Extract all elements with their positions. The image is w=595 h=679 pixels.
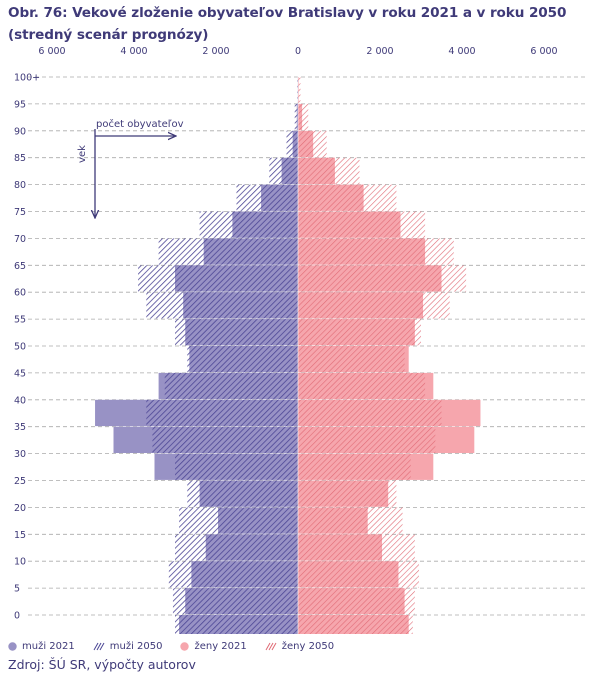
bar-women-2050	[298, 561, 419, 588]
bar-women-2050	[298, 507, 403, 534]
y-tick-label: 80	[14, 180, 26, 191]
legend-item-women-2050: ženy 2050	[265, 641, 334, 652]
bar-women-2050	[298, 77, 301, 104]
x-tick-label: 6 000	[530, 46, 557, 57]
y-tick-label: 50	[14, 342, 26, 353]
bar-men-2050	[294, 103, 298, 131]
legend-item-men-2050: muži 2050	[93, 640, 163, 652]
legend-item-women-2021: ženy 2021	[180, 640, 247, 652]
y-tick-label: 55	[14, 315, 26, 326]
bar-women-2050	[298, 130, 327, 158]
y-tick-label: 40	[14, 395, 26, 406]
bar-women-2050	[298, 453, 411, 480]
annotation-y-label: vek	[77, 145, 88, 163]
legend-swatch-men-2021	[8, 641, 17, 651]
y-tick-label: 75	[14, 207, 26, 218]
axis-labels: 6 000 4 000 2 000 0 2 000 4 000 6 000 100+ 95 90 8…	[14, 46, 558, 622]
y-tick-label: 65	[14, 261, 26, 272]
bar-women-2050	[298, 588, 415, 615]
bar-women-2050	[298, 184, 397, 211]
y-tick-label: 60	[14, 288, 26, 299]
y-tick-label: 30	[14, 449, 26, 460]
bar-men-2050	[199, 211, 298, 238]
legend-label-women-2021: ženy 2021	[194, 640, 247, 652]
bar-men-2050	[138, 265, 298, 292]
legend-item-men-2021: muži 2021	[8, 641, 75, 652]
bar-men-2050	[297, 77, 298, 104]
bar-women-2050	[298, 157, 360, 184]
bar-women-2050	[298, 346, 405, 373]
x-tick-label: 6 000	[38, 46, 65, 57]
bar-men-2050	[175, 319, 298, 346]
legend-swatch-women-2021	[180, 641, 190, 651]
bar-men-2050	[158, 238, 298, 265]
bar-women-2050	[298, 292, 450, 319]
bar-women-2050	[298, 319, 421, 346]
annotation-x-label: počet obyvateľov	[96, 118, 184, 130]
x-tick-label: 4 000	[448, 46, 475, 57]
x-tick-label: 2 000	[366, 46, 393, 57]
bar-women-2050	[298, 211, 426, 238]
y-tick-label: 100+	[14, 73, 40, 84]
legend-label-men-2050: muži 2050	[109, 640, 163, 652]
y-tick-label: 0	[14, 611, 20, 622]
legend-label-men-2021: muži 2021	[22, 640, 75, 652]
bar-men-2050	[172, 588, 298, 615]
y-tick-label: 45	[14, 368, 26, 379]
bar-men-2050	[175, 534, 298, 561]
bars	[95, 73, 481, 634]
bar-men-2050	[152, 426, 298, 453]
bar-men-2050	[168, 561, 298, 588]
source-note: Zdroj: ŠÚ SR, výpočty autorov	[8, 657, 196, 672]
y-tick-label: 20	[14, 503, 26, 514]
y-tick-label: 5	[14, 584, 20, 595]
legend-swatch-men-2050	[93, 642, 105, 650]
bar-men-2050	[179, 507, 298, 534]
bar-men-2050	[164, 372, 298, 400]
x-tick-label: 0	[295, 46, 301, 57]
bar-women-2050	[298, 615, 413, 634]
bar-women-2050	[298, 103, 309, 131]
bar-women-2050	[298, 426, 436, 453]
y-tick-label: 35	[14, 422, 26, 433]
y-tick-label: 95	[14, 99, 26, 110]
population-pyramid-chart: 6 000 4 000 2 000 0 2 000 4 000 6 000 100+ 95 90 8…	[14, 46, 585, 634]
bar-men-2050	[236, 184, 298, 211]
bar-women-2050	[298, 265, 467, 292]
bar-women-2050	[298, 238, 454, 265]
bar-men-2050	[175, 615, 298, 634]
y-tick-label: 25	[14, 476, 26, 487]
bar-women-2050	[298, 372, 426, 400]
y-tick-label: 85	[14, 153, 26, 164]
bar-men-2050	[175, 453, 298, 480]
bar-men-2050	[187, 346, 298, 373]
y-tick-label: 90	[14, 126, 26, 137]
legend: muži 2021 muži 2050 ženy 2021 ženy 2050	[8, 638, 352, 654]
legend-label-women-2050: ženy 2050	[281, 640, 335, 652]
bar-men-2050	[146, 399, 298, 427]
bar-men-2050	[187, 480, 298, 507]
bar-men-2050	[269, 157, 298, 184]
bar-men-2050	[146, 292, 298, 319]
bar-women-2050	[298, 480, 397, 507]
bar-men-2050	[286, 130, 298, 158]
y-tick-label: 70	[14, 234, 26, 245]
y-tick-label: 10	[14, 557, 26, 568]
grid-lines	[28, 76, 585, 616]
bar-women-2050	[298, 399, 442, 427]
bar-women-2050	[298, 534, 415, 561]
x-tick-label: 2 000	[202, 46, 229, 57]
legend-swatch-women-2050	[265, 642, 277, 650]
x-tick-label: 4 000	[120, 46, 147, 57]
axis-annotation: počet obyvateľov vek	[77, 118, 184, 218]
y-tick-label: 15	[14, 530, 26, 541]
chart-title: Obr. 76: Vekové zloženie obyvateľov Brat…	[8, 5, 567, 43]
